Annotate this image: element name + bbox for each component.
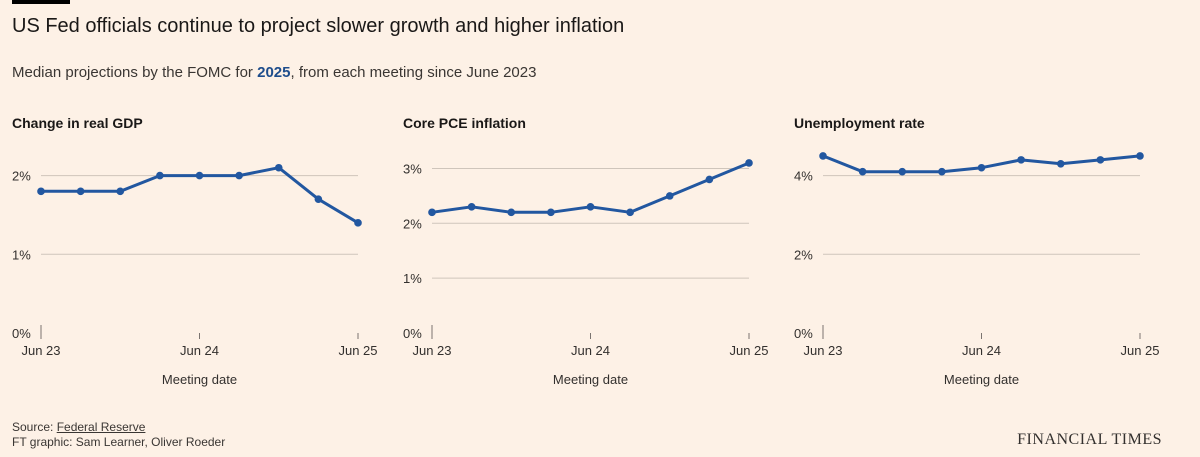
- x-tick-label: Jun 25: [1120, 343, 1159, 358]
- data-point: [1017, 156, 1025, 164]
- data-point: [819, 152, 827, 160]
- y-tick-label: 2%: [794, 247, 813, 262]
- y-tick-label: 2%: [12, 169, 31, 184]
- data-point: [745, 159, 753, 167]
- subtitle-year-highlight: 2025: [257, 64, 291, 81]
- x-tick-label: Jun 23: [412, 343, 451, 358]
- chart-panel-2: Core PCE inflation 0% 1% 2% 3% Jun 23 Jun 24 Ju…: [403, 115, 769, 387]
- x-tick-label: Jun 24: [962, 343, 1001, 358]
- data-point: [507, 208, 516, 217]
- y-tick-label: 0%: [403, 326, 422, 341]
- data-point: [938, 167, 946, 176]
- data-point: [705, 175, 714, 184]
- x-tick-label: Jun 23: [803, 343, 842, 358]
- data-point: [977, 163, 986, 172]
- footer: Source: Federal Reserve FT graphic: Sam …: [12, 420, 225, 450]
- data-point: [898, 167, 907, 176]
- x-tick-label: Jun 25: [338, 343, 377, 358]
- x-axis-label: Meeting date: [162, 372, 237, 387]
- y-tick-label: 1%: [403, 271, 422, 286]
- data-point: [314, 195, 323, 204]
- x-tick-label: Jun 23: [21, 343, 60, 358]
- data-point: [354, 219, 362, 227]
- data-point: [116, 187, 125, 196]
- data-point: [547, 208, 555, 217]
- data-point: [1096, 156, 1105, 164]
- source-line: Source: Federal Reserve: [12, 420, 225, 435]
- panel-title: Unemployment rate: [794, 115, 925, 131]
- data-point: [274, 163, 283, 172]
- data-point: [626, 208, 634, 217]
- source-link[interactable]: Federal Reserve: [56, 420, 146, 434]
- data-point: [1056, 160, 1065, 168]
- ft-brand-logo: FINANCIAL TIMES: [1017, 431, 1162, 448]
- subtitle-text-start: Median projections by the FOMC for: [12, 64, 258, 81]
- source-label: Source:: [12, 420, 57, 434]
- y-tick-label: 0%: [794, 326, 813, 341]
- graphic-credit: FT graphic: Sam Learner, Oliver Roeder: [12, 435, 226, 449]
- data-point: [76, 187, 85, 196]
- panel-title: Change in real GDP: [12, 115, 143, 131]
- small-multiples-chart: Change in real GDP 0% 1% 2% Jun 23 Jun 24 Jun …: [12, 115, 1160, 387]
- data-point: [428, 208, 436, 217]
- ft-top-bar: [12, 0, 70, 4]
- page-subtitle: Median projections by the FOMC for 2025,…: [12, 64, 536, 81]
- data-point: [156, 171, 164, 180]
- data-point: [665, 192, 674, 200]
- y-tick-label: 2%: [403, 216, 422, 231]
- subtitle-text-end: , from each meeting since June 2023: [290, 64, 537, 81]
- data-point: [1136, 152, 1144, 160]
- page-title: US Fed officials continue to project slo…: [12, 15, 625, 37]
- data-point: [195, 171, 204, 180]
- x-axis-label: Meeting date: [553, 372, 628, 387]
- chart-panel-3: Unemployment rate 0% 2% 4% Jun 23 Jun 24 Jun 2…: [794, 115, 1160, 387]
- panel-title: Core PCE inflation: [403, 115, 526, 131]
- y-tick-label: 4%: [794, 169, 813, 184]
- y-tick-label: 1%: [12, 247, 31, 262]
- chart-panel-1: Change in real GDP 0% 1% 2% Jun 23 Jun 24 Jun …: [12, 115, 378, 387]
- data-point: [467, 203, 476, 211]
- y-tick-label: 3%: [403, 161, 422, 176]
- data-point: [586, 203, 595, 211]
- data-point: [858, 167, 867, 176]
- x-tick-label: Jun 24: [571, 343, 610, 358]
- data-point: [235, 171, 243, 180]
- y-tick-label: 0%: [12, 326, 31, 341]
- x-tick-label: Jun 24: [180, 343, 219, 358]
- x-axis-label: Meeting date: [944, 372, 1019, 387]
- x-tick-label: Jun 25: [729, 343, 768, 358]
- data-point: [37, 187, 45, 196]
